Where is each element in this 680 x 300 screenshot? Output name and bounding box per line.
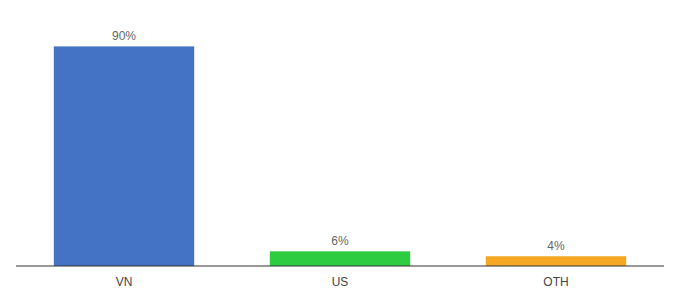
x-axis-line [16,266,664,267]
bar [54,46,194,266]
bar [270,251,410,266]
x-tick-label: US [332,275,349,289]
x-tick-label: OTH [543,275,568,289]
data-label: 4% [547,239,565,253]
data-labels: 90% 6% 4% [112,29,565,253]
data-label: 90% [112,29,136,43]
x-tick-labels: VN US OTH [116,275,569,289]
data-label: 6% [331,234,349,248]
bar [486,256,626,266]
chart-svg: 90% 6% 4% VN US OTH [0,0,680,300]
chart-container: 90% 6% 4% VN US OTH [0,0,680,300]
plot-area: 90% 6% 4% VN US OTH [16,29,664,289]
x-tick-label: VN [116,275,133,289]
bars [54,46,626,266]
